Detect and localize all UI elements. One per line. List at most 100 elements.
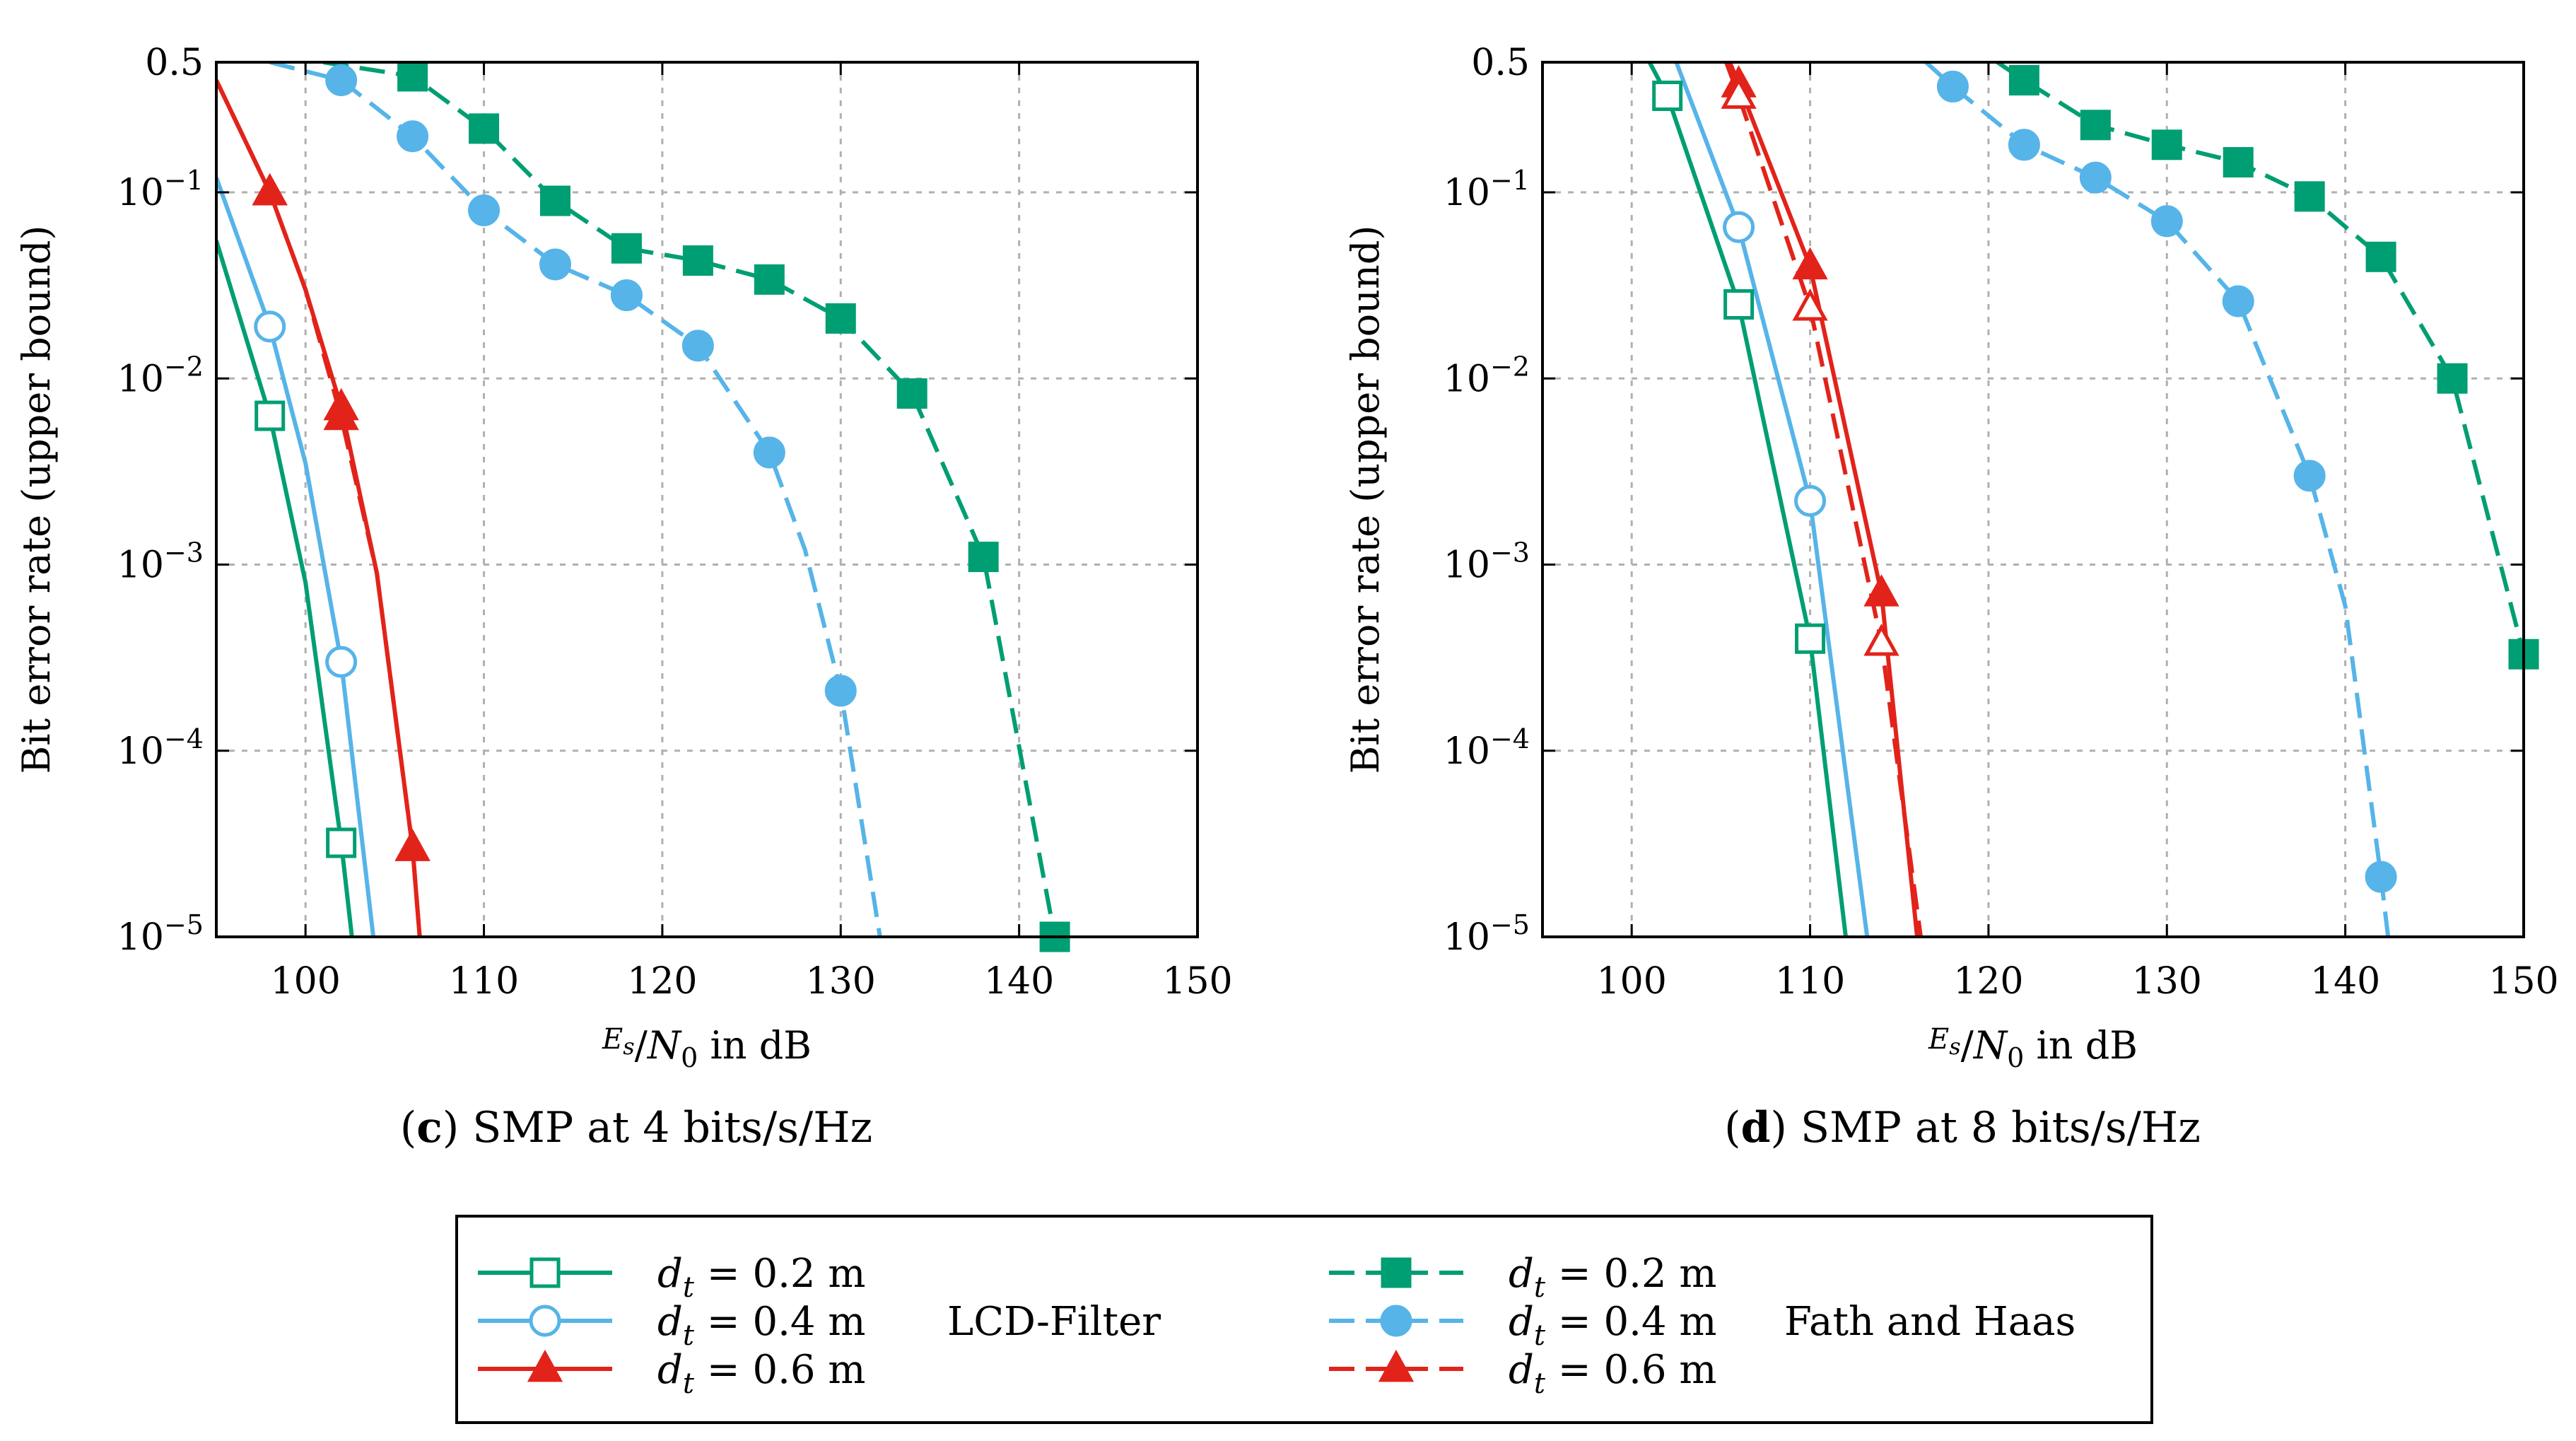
data-point-s4-3 bbox=[539, 185, 570, 216]
legend-marker bbox=[1381, 1257, 1412, 1288]
data-point-s4-5 bbox=[682, 245, 713, 276]
legend-label: dt = 0.2 m bbox=[1509, 1251, 1716, 1304]
legend-marker bbox=[1380, 1305, 1412, 1337]
x-tick-label: 120 bbox=[627, 960, 697, 1003]
grid-lines bbox=[216, 62, 1198, 937]
data-point-s4-7 bbox=[2437, 363, 2468, 394]
data-point-s6-2 bbox=[1792, 288, 1828, 321]
data-point-s4-4 bbox=[611, 233, 642, 264]
x-tick-label: 100 bbox=[271, 960, 341, 1003]
y-tick-label: 10−3 bbox=[1444, 537, 1530, 587]
series-line-4 bbox=[322, 62, 1058, 937]
legend-label: dt = 0.6 m bbox=[1509, 1347, 1716, 1400]
y-tick-label: 10−2 bbox=[1444, 351, 1530, 400]
data-point-s6-1 bbox=[1721, 76, 1757, 109]
data-point-s5-6 bbox=[681, 329, 714, 362]
legend-entry-1: dt = 0.2 m bbox=[478, 1251, 865, 1304]
data-point-s4-4 bbox=[2223, 147, 2254, 178]
legend-entry-4: dt = 0.2 m bbox=[1329, 1251, 1716, 1304]
series-line-5 bbox=[1924, 62, 2391, 937]
data-point-s1-2 bbox=[1723, 288, 1755, 320]
data-point-s4-6 bbox=[754, 264, 785, 295]
data-point-s5-3 bbox=[468, 194, 500, 227]
data-point-s5-8 bbox=[824, 675, 857, 707]
data-point-s6-3 bbox=[394, 829, 431, 861]
data-point-s5-4 bbox=[539, 248, 571, 281]
data-point-s2-1 bbox=[1723, 211, 1755, 243]
data-point-s5-6 bbox=[2293, 460, 2326, 492]
data-point-s5-3 bbox=[2079, 161, 2112, 194]
data-point-s5-5 bbox=[610, 279, 643, 312]
data-point-s5-1 bbox=[1936, 70, 1969, 103]
panel-c: 100 110 120 130 140 150 0.5 10−1 10−2 10−3 10−4 10−… bbox=[14, 42, 1233, 1153]
data-point-s5-4 bbox=[2150, 205, 2183, 238]
panel-d: 100 110 120 130 140 150 0.5 10−1 10−2 10−3 10−4 10−… bbox=[1343, 42, 2559, 1153]
legend-entry-5: dt = 0.4 m bbox=[1329, 1299, 1716, 1352]
legend-entry-2: dt = 0.4 m bbox=[478, 1299, 865, 1352]
data-point-s4-1 bbox=[397, 61, 428, 92]
data-point-s5-1 bbox=[325, 64, 358, 97]
y-tick-label: 0.5 bbox=[145, 42, 204, 84]
panel-caption: (d) SMP at 8 bits/s/Hz bbox=[1724, 1103, 2201, 1153]
x-tick-label: 130 bbox=[806, 960, 876, 1003]
data-point-s6-3 bbox=[1863, 623, 1899, 656]
data-point-s1-1 bbox=[1652, 81, 1683, 112]
legend-group-lcd-filter: LCD-Filter bbox=[947, 1299, 1161, 1345]
panel-caption: (c) SMP at 4 bits/s/Hz bbox=[400, 1103, 872, 1153]
legend-label: dt = 0.2 m bbox=[657, 1251, 865, 1304]
data-point-s4-5 bbox=[2294, 181, 2325, 212]
legend-label: dt = 0.6 m bbox=[657, 1347, 865, 1400]
data-point-s3-3 bbox=[1863, 574, 1899, 607]
data-point-s1-1 bbox=[254, 400, 286, 431]
series-line-1 bbox=[216, 240, 354, 937]
data-point-s3-2 bbox=[1792, 247, 1828, 280]
data-point-s5-2 bbox=[2008, 129, 2040, 161]
y-tick-label: 10−5 bbox=[117, 909, 204, 959]
data-point-s4-9 bbox=[968, 542, 999, 573]
x-tick-label: 100 bbox=[1597, 960, 1667, 1003]
plot-frame bbox=[215, 61, 1199, 938]
legend-group-fath-haas: Fath and Haas bbox=[1784, 1299, 2076, 1345]
y-tick-label: 10−4 bbox=[1444, 723, 1530, 773]
series-line-2 bbox=[216, 177, 376, 937]
data-point-s4-7 bbox=[825, 303, 856, 334]
y-tick-label: 10−3 bbox=[117, 537, 204, 587]
y-axis-label: Bit error rate (upper bound) bbox=[1343, 226, 1388, 774]
data-point-s1-3 bbox=[1795, 623, 1826, 654]
data-point-s6-1 bbox=[252, 173, 288, 206]
y-tick-label: 10−1 bbox=[117, 165, 204, 214]
tick-marks bbox=[216, 61, 1199, 938]
legend: dt = 0.2 mdt = 0.4 mdt = 0.6 mdt = 0.2 m… bbox=[455, 1215, 2153, 1424]
y-tick-label: 10−1 bbox=[1444, 165, 1530, 214]
y-axis-label: Bit error rate (upper bound) bbox=[14, 226, 59, 774]
series-line-5 bbox=[269, 62, 882, 937]
data-point-s4-1 bbox=[2008, 65, 2039, 96]
legend-marker bbox=[1378, 1349, 1415, 1382]
data-point-s4-2 bbox=[2080, 110, 2111, 141]
data-point-s5-7 bbox=[753, 436, 785, 469]
x-tick-label: 120 bbox=[1953, 960, 2023, 1003]
x-tick-label: 110 bbox=[1775, 960, 1845, 1003]
data-point-s6-2 bbox=[323, 397, 359, 431]
legend-entry-3: dt = 0.6 m bbox=[478, 1347, 865, 1400]
x-tick-label: 150 bbox=[1162, 960, 1232, 1003]
y-tick-label: 10−2 bbox=[117, 351, 204, 400]
markers-group bbox=[252, 61, 1070, 952]
x-tick-label: 140 bbox=[2310, 960, 2380, 1003]
data-point-s2-2 bbox=[325, 646, 358, 678]
data-point-s4-8 bbox=[896, 378, 927, 409]
y-tick-label: 0.5 bbox=[1471, 42, 1530, 84]
legend-label: dt = 0.4 m bbox=[657, 1299, 865, 1352]
x-tick-label: 140 bbox=[984, 960, 1054, 1003]
legend-marker bbox=[529, 1305, 561, 1337]
legend-marker bbox=[529, 1257, 561, 1288]
markers-group bbox=[1652, 65, 2539, 893]
series-line-6 bbox=[216, 79, 422, 937]
series-group bbox=[216, 62, 1058, 937]
legend-marker bbox=[527, 1349, 563, 1382]
series-line-2 bbox=[1674, 62, 1870, 937]
data-point-s4-3 bbox=[2151, 129, 2182, 161]
plot-frame bbox=[1541, 61, 2525, 938]
tick-marks bbox=[1542, 61, 2525, 938]
